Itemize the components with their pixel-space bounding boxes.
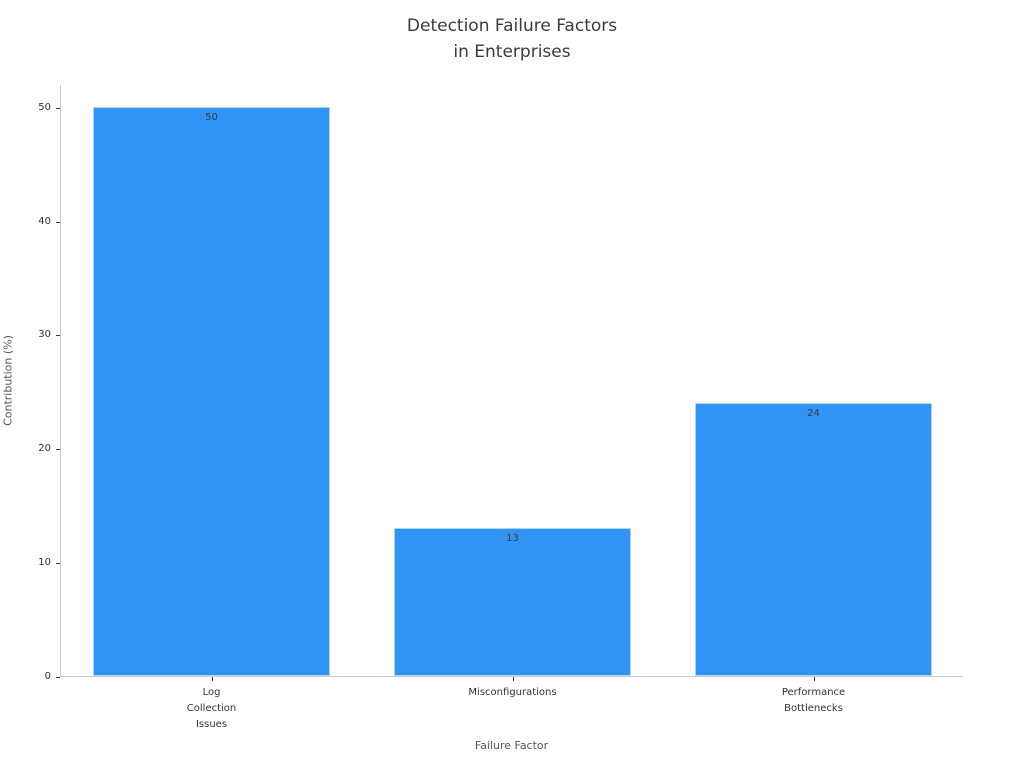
y-tick-label: 0 (44, 671, 51, 682)
bar-value-label: 13 (506, 533, 519, 544)
y-tick-mark (56, 107, 60, 109)
x-tick-label: Performance Bottlenecks (781, 687, 846, 714)
bar (393, 528, 632, 676)
y-tick-label: 30 (38, 329, 51, 341)
y-tick-label: 40 (38, 215, 51, 227)
y-tick-label: 10 (38, 557, 51, 569)
y-tick-mark (56, 449, 60, 451)
y-tick-label: 20 (38, 443, 51, 455)
x-tick-mark (512, 677, 514, 681)
x-tick-mark (813, 677, 815, 681)
bar-value-label: 24 (807, 407, 820, 419)
x-tick-label: Log Collection Issues (186, 687, 237, 730)
x-axis-label: Failure Factor (474, 739, 549, 752)
y-tick-mark (56, 221, 60, 223)
y-tick-mark (56, 677, 60, 678)
bar (694, 402, 933, 676)
plot-area: 0 10 20 30 40 50 50 Log Collection Issues 13 Misc… (38, 85, 963, 730)
y-tick-mark (56, 563, 60, 565)
y-axis-label: Contribution (%) (1, 335, 15, 426)
y-tick-mark (56, 335, 60, 337)
bar-value-label: 50 (205, 111, 218, 123)
y-tick-label: 50 (38, 101, 51, 113)
chart-title: Detection Failure Factors in Enterprises (406, 16, 618, 62)
x-tick-label: Misconfigurations (468, 687, 557, 698)
x-tick-mark (211, 677, 213, 681)
bar (92, 106, 331, 676)
